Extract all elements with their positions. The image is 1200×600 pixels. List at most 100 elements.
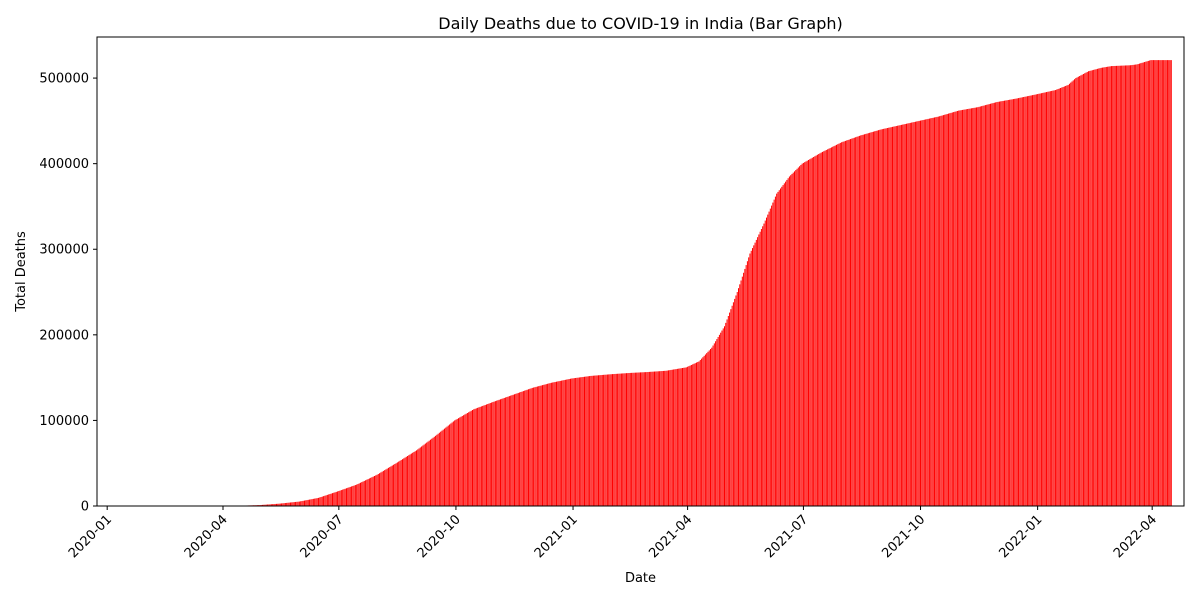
bar	[988, 104, 990, 506]
bar	[636, 372, 638, 506]
bar	[292, 502, 294, 506]
bar	[734, 298, 736, 506]
bar	[912, 122, 914, 507]
bar	[639, 372, 642, 506]
bar	[796, 168, 798, 507]
bar	[833, 146, 835, 506]
bar	[927, 118, 929, 506]
bar	[712, 345, 714, 506]
bar	[1030, 95, 1032, 506]
bar	[884, 128, 886, 506]
bar	[465, 413, 467, 506]
bar	[1085, 72, 1087, 506]
bar	[743, 272, 745, 506]
bar	[1103, 67, 1105, 506]
bar	[450, 423, 452, 506]
bar	[541, 385, 543, 506]
bar	[547, 383, 549, 506]
bar	[303, 500, 305, 506]
bar	[872, 131, 874, 506]
bar	[641, 372, 643, 506]
bar	[696, 362, 698, 506]
bar	[300, 501, 302, 506]
bar	[666, 370, 668, 506]
bar	[965, 109, 967, 506]
bar	[631, 372, 633, 506]
bar	[1146, 61, 1148, 507]
bar	[1042, 92, 1044, 506]
bar	[795, 170, 797, 506]
bar	[1100, 67, 1102, 506]
bar	[403, 458, 405, 506]
bar	[785, 181, 787, 506]
bar	[1127, 65, 1129, 507]
bar	[629, 372, 631, 506]
bar	[1056, 89, 1058, 507]
bar	[345, 488, 347, 506]
bar	[354, 485, 356, 506]
bar	[275, 503, 277, 506]
bar	[613, 374, 615, 506]
bar	[954, 111, 956, 506]
bar	[955, 111, 957, 506]
bar	[699, 359, 701, 506]
bar	[963, 109, 965, 506]
bar	[314, 498, 316, 506]
bar	[1091, 70, 1093, 507]
bar	[998, 101, 1000, 506]
bar	[981, 106, 983, 507]
bar	[739, 284, 741, 506]
bar	[818, 154, 820, 506]
bar	[507, 396, 509, 506]
bar	[1028, 95, 1030, 506]
bar	[459, 417, 461, 506]
bar	[400, 460, 402, 506]
bar	[535, 386, 537, 506]
bar	[1109, 66, 1111, 506]
bar	[288, 502, 290, 506]
bar	[617, 373, 619, 506]
bar	[349, 486, 351, 506]
bar	[1000, 101, 1002, 507]
bar	[866, 133, 868, 507]
y-axis-ticks: 0 100000 200000 300000 400000 500000	[39, 72, 97, 515]
bar	[1150, 60, 1152, 507]
bar	[478, 407, 480, 506]
bar	[1089, 70, 1091, 506]
bar	[437, 433, 439, 506]
bar	[372, 476, 374, 506]
bar	[586, 376, 588, 506]
bar	[312, 498, 314, 506]
bar	[972, 108, 974, 506]
bar	[643, 372, 645, 506]
bar	[894, 126, 896, 506]
bar	[545, 384, 547, 506]
bar	[614, 373, 616, 506]
bar	[610, 374, 612, 506]
bar	[792, 172, 794, 506]
bar	[956, 110, 958, 506]
bar	[491, 402, 493, 506]
bar	[592, 375, 594, 506]
bar	[283, 503, 285, 506]
y-tick-label: 500000	[39, 72, 89, 87]
bar	[968, 108, 970, 506]
bar	[852, 138, 854, 506]
bar	[1046, 92, 1048, 506]
bar	[316, 498, 318, 506]
bar	[510, 395, 512, 506]
bar	[898, 125, 900, 506]
bar	[1126, 65, 1128, 506]
bar	[567, 379, 569, 506]
bar	[609, 374, 611, 506]
bar	[375, 475, 377, 506]
bar	[984, 105, 986, 507]
y-tick-label: 100000	[39, 414, 89, 429]
bar	[1161, 60, 1163, 507]
bar	[977, 107, 979, 507]
bar	[373, 475, 375, 506]
bar	[814, 156, 816, 506]
bar	[1001, 101, 1003, 506]
bar	[279, 503, 281, 506]
bar	[790, 175, 792, 506]
